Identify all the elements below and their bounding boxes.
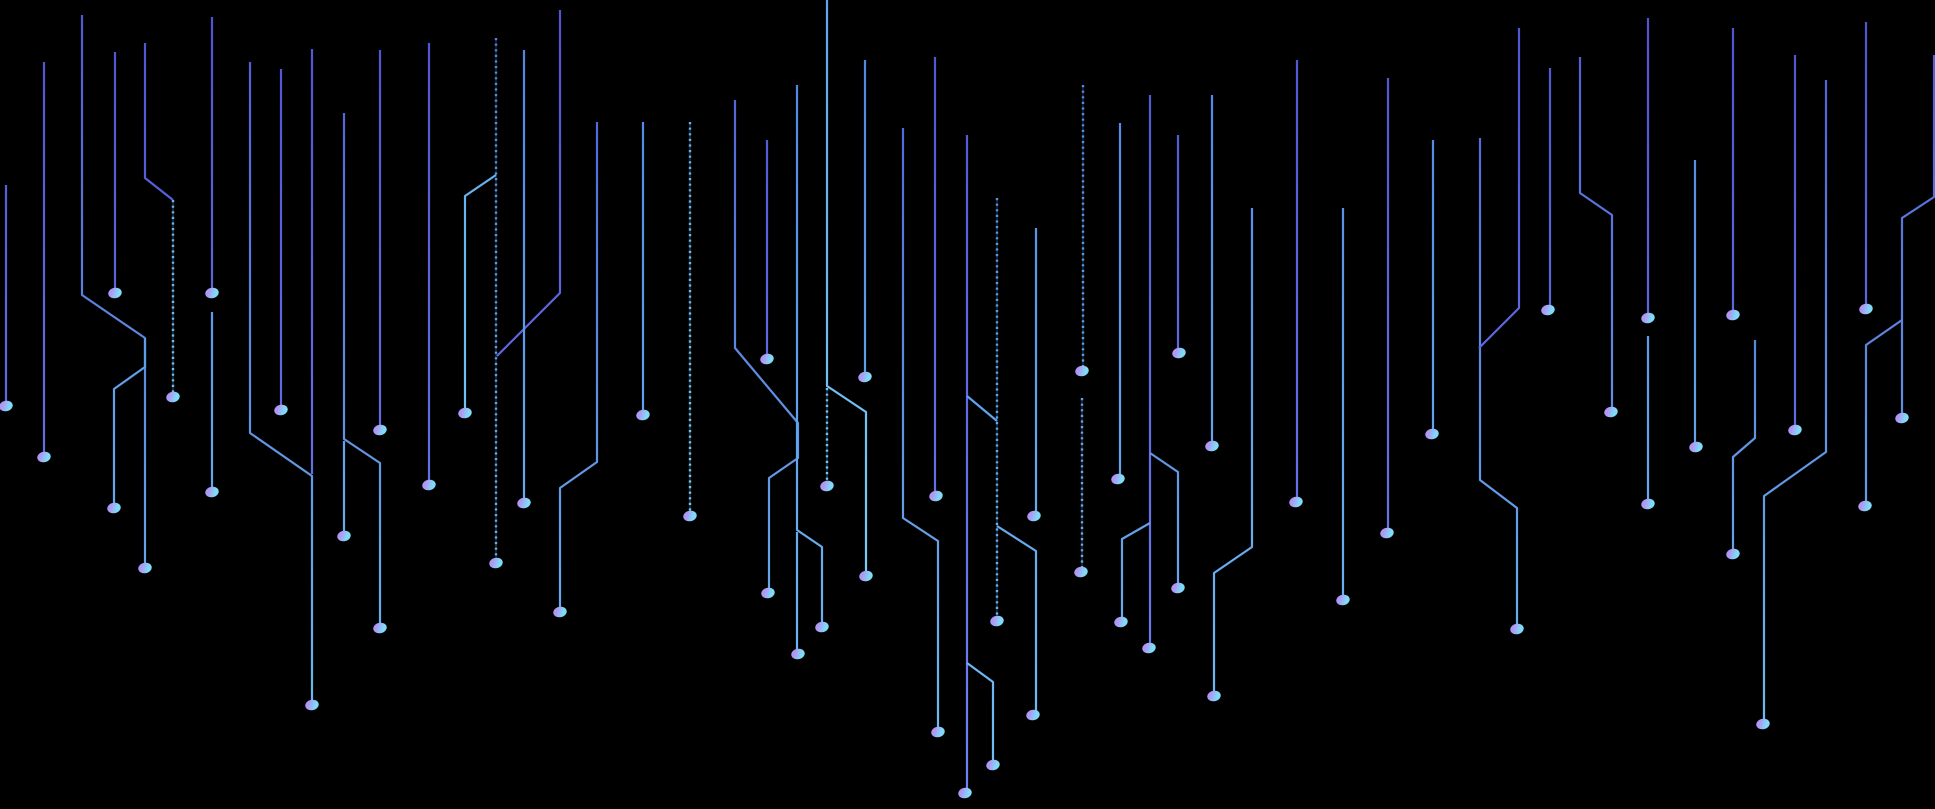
trace-endpoint-dot xyxy=(1114,616,1128,628)
circuit-trace xyxy=(901,128,940,732)
circuit-trace xyxy=(1149,452,1180,588)
circuit-trace xyxy=(1478,28,1521,349)
trace-endpoint-dot xyxy=(820,480,834,492)
circuit-trace xyxy=(825,0,868,576)
trace-endpoint-dot xyxy=(1111,473,1125,485)
trace-endpoint-dot xyxy=(138,562,152,574)
trace-endpoint-dot xyxy=(337,530,351,542)
trace-endpoint-dot xyxy=(166,391,180,403)
circuit-trace xyxy=(248,62,314,705)
circuit-trace xyxy=(143,43,174,201)
trace-endpoint-dot xyxy=(683,510,697,522)
trace-endpoint-dot xyxy=(1541,304,1555,316)
trace-endpoint-dot xyxy=(1726,309,1740,321)
trace-endpoint-dot xyxy=(1380,527,1394,539)
trace-endpoint-dot xyxy=(1726,548,1740,560)
trace-endpoint-dot xyxy=(1859,303,1873,315)
circuit-trace xyxy=(795,85,824,627)
trace-endpoint-dot xyxy=(107,502,121,514)
trace-endpoint-dot xyxy=(1604,406,1618,418)
trace-endpoint-dot xyxy=(37,451,51,463)
trace-endpoint-dot xyxy=(990,615,1004,627)
trace-endpoint-dot xyxy=(859,570,873,582)
circuit-trace xyxy=(1120,522,1151,622)
circuit-trace xyxy=(1864,319,1903,506)
trace-endpoint-dot xyxy=(1788,424,1802,436)
trace-endpoint-dot xyxy=(761,587,775,599)
trace-endpoint-dot xyxy=(1205,440,1219,452)
trace-endpoint-dot xyxy=(931,726,945,738)
circuit-trace xyxy=(496,10,562,357)
trace-endpoint-dot xyxy=(1207,690,1221,702)
circuit-trace xyxy=(1478,138,1519,629)
trace-endpoint-dot xyxy=(205,486,219,498)
trace-layer xyxy=(4,0,1935,793)
trace-endpoint-dot xyxy=(958,787,972,799)
circuit-trace xyxy=(342,113,382,628)
trace-endpoint-dot xyxy=(929,490,943,502)
trace-endpoint-dot xyxy=(373,424,387,436)
trace-endpoint-dot xyxy=(1289,496,1303,508)
trace-endpoint-dot xyxy=(458,407,472,419)
trace-endpoint-dot xyxy=(1336,594,1350,606)
trace-endpoint-dot xyxy=(1858,500,1872,512)
circuit-trace xyxy=(1762,80,1828,724)
circuit-trace xyxy=(966,662,995,765)
trace-endpoint-dot xyxy=(553,606,567,618)
trace-endpoint-dot xyxy=(636,409,650,421)
circuit-trace xyxy=(558,122,599,612)
trace-endpoint-dot xyxy=(1756,718,1770,730)
trace-endpoint-dot xyxy=(1142,642,1156,654)
dot-layer xyxy=(0,287,1909,799)
trace-endpoint-dot xyxy=(791,648,805,660)
trace-endpoint-dot xyxy=(1171,582,1185,594)
circuit-trace xyxy=(1578,57,1614,412)
circuit-trace xyxy=(1212,208,1254,696)
trace-endpoint-dot xyxy=(108,287,122,299)
trace-endpoint-dot xyxy=(305,699,319,711)
circuit-trace xyxy=(112,338,147,508)
trace-endpoint-dot xyxy=(1026,709,1040,721)
trace-endpoint-dot xyxy=(1510,623,1524,635)
trace-endpoint-dot xyxy=(205,287,219,299)
trace-endpoint-dot xyxy=(858,371,872,383)
circuit-trace xyxy=(1900,55,1935,418)
trace-endpoint-dot xyxy=(1075,365,1089,377)
trace-endpoint-dot xyxy=(274,404,288,416)
trace-endpoint-dot xyxy=(517,497,531,509)
trace-endpoint-dot xyxy=(422,479,436,491)
trace-endpoint-dot xyxy=(815,621,829,633)
circuit-trace xyxy=(463,174,497,413)
trace-endpoint-dot xyxy=(1027,510,1041,522)
trace-endpoint-dot xyxy=(1425,428,1439,440)
trace-endpoint-dot xyxy=(1895,412,1909,424)
circuit-trace xyxy=(996,525,1038,715)
trace-endpoint-dot xyxy=(373,622,387,634)
circuit-trace xyxy=(80,15,147,568)
trace-endpoint-dot xyxy=(1641,312,1655,324)
trace-endpoint-dot xyxy=(1172,347,1186,359)
trace-endpoint-dot xyxy=(1641,498,1655,510)
circuit-trace xyxy=(966,395,998,422)
trace-endpoint-dot xyxy=(760,353,774,365)
circuit-trace xyxy=(1731,340,1757,554)
trace-endpoint-dot xyxy=(1074,566,1088,578)
trace-endpoint-dot xyxy=(0,400,13,412)
trace-endpoint-dot xyxy=(986,759,1000,771)
trace-endpoint-dot xyxy=(1689,441,1703,453)
trace-endpoint-dot xyxy=(489,557,503,569)
